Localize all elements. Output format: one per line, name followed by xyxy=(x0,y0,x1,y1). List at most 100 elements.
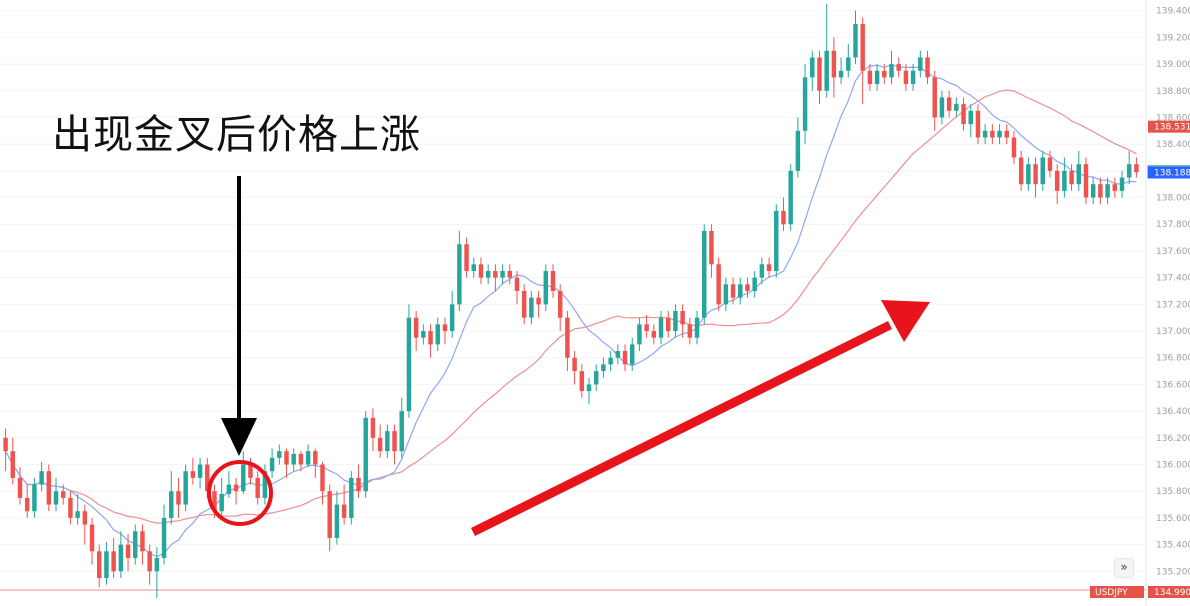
candle-body xyxy=(759,264,765,278)
candle-body xyxy=(1134,164,1139,173)
candle-body xyxy=(442,324,448,332)
candle-body xyxy=(1040,157,1045,185)
price-tag-label: 138.531 xyxy=(1154,123,1190,133)
y-tick-label: 137.200 xyxy=(1156,300,1190,310)
trend-arrow-shaft xyxy=(470,320,893,537)
candle-body xyxy=(82,511,88,525)
candle-body xyxy=(968,110,973,125)
candle-body xyxy=(593,371,599,385)
candle-body xyxy=(68,497,73,518)
candle-body xyxy=(702,230,707,318)
candle-body xyxy=(766,264,772,271)
candle-body xyxy=(140,531,145,552)
candle-body xyxy=(982,130,988,138)
candle-body xyxy=(10,451,16,478)
candle-body xyxy=(212,491,217,512)
candle-body xyxy=(1011,137,1017,158)
candle-body xyxy=(1112,184,1118,191)
y-tick-label: 137.600 xyxy=(1156,247,1190,257)
candle-body xyxy=(284,451,289,465)
ma-slow-line xyxy=(5,89,1137,524)
y-tick-label: 138.600 xyxy=(1156,113,1190,123)
symbol-badge: USDJPY xyxy=(1090,586,1144,598)
y-tick-label: 135.200 xyxy=(1156,567,1190,577)
candle-body xyxy=(514,277,520,291)
candle-body xyxy=(752,277,757,291)
candle-body xyxy=(939,97,945,118)
candle-body xyxy=(716,264,721,305)
candle-body xyxy=(781,210,786,225)
price-tag-box xyxy=(1148,120,1190,133)
y-tick-label: 136.600 xyxy=(1156,380,1190,390)
candle-body xyxy=(680,311,685,325)
candle-body xyxy=(666,317,671,332)
pointer-arrow xyxy=(221,176,257,456)
candle-body xyxy=(161,517,167,558)
candle-body xyxy=(932,77,937,118)
candle-body xyxy=(745,284,750,291)
y-tick-label: 137.400 xyxy=(1156,274,1190,284)
candle-body xyxy=(1062,170,1067,191)
candle-body xyxy=(118,544,124,572)
y-tick-label: 135.600 xyxy=(1156,514,1190,524)
candle-body xyxy=(1090,184,1096,198)
candle-body xyxy=(111,551,116,572)
y-tick-label: 136.400 xyxy=(1156,407,1190,417)
candle-body xyxy=(125,544,131,558)
candle-body xyxy=(183,471,188,505)
candle-body xyxy=(903,70,909,85)
candle-body xyxy=(169,491,174,518)
candle-body xyxy=(557,290,563,318)
candle-body xyxy=(550,270,556,291)
candle-body xyxy=(1033,164,1038,185)
y-tick-label: 138.000 xyxy=(1156,194,1190,204)
candle-body xyxy=(176,491,181,505)
candle-body xyxy=(1083,164,1089,198)
candle-body xyxy=(385,431,390,452)
candles xyxy=(3,4,1139,598)
y-tick-label: 139.200 xyxy=(1156,33,1190,43)
candle-body xyxy=(846,57,851,71)
candle-body xyxy=(97,551,102,578)
trend-arrow xyxy=(470,300,930,537)
candle-body xyxy=(608,357,613,365)
candle-body xyxy=(147,551,152,572)
candle-body xyxy=(795,130,801,171)
candle-body xyxy=(824,50,829,91)
candle-body xyxy=(1076,164,1082,185)
scroll-right-button[interactable]: » xyxy=(1114,558,1134,578)
candle-body xyxy=(637,324,642,345)
candle-body xyxy=(687,324,693,338)
candle-body xyxy=(975,110,981,138)
highlight-circle xyxy=(207,460,273,526)
candle-body xyxy=(961,104,966,125)
candle-body xyxy=(53,491,59,505)
candle-body xyxy=(349,477,354,518)
candle-body xyxy=(457,244,462,305)
candle-body xyxy=(889,64,894,78)
candle-body xyxy=(327,491,332,538)
candle-body xyxy=(1105,184,1110,198)
candle-body xyxy=(882,70,887,78)
candle-body xyxy=(478,264,484,278)
candle-body xyxy=(622,351,628,365)
candle-body xyxy=(197,464,203,478)
candle-body xyxy=(89,524,95,552)
ma-fast-line xyxy=(5,64,1137,558)
symbol-badge-box xyxy=(1090,586,1144,598)
candle-body xyxy=(586,384,592,392)
candle-body xyxy=(500,270,505,278)
candle-body xyxy=(421,331,426,338)
candle-body xyxy=(536,297,541,305)
candle-body xyxy=(990,130,995,138)
candle-body xyxy=(673,311,678,332)
candle-body xyxy=(313,451,318,465)
candle-body xyxy=(248,464,253,478)
candle-body xyxy=(853,24,858,58)
candle-body xyxy=(946,97,952,111)
candle-body xyxy=(226,484,232,494)
candle-body xyxy=(723,284,729,305)
candle-body xyxy=(205,464,210,492)
